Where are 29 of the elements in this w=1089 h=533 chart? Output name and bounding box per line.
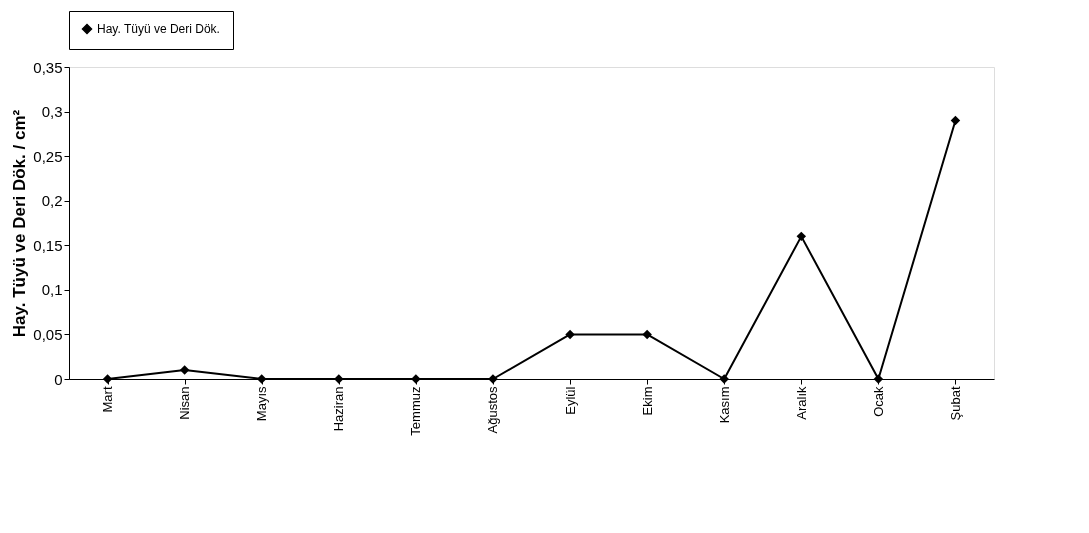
x-tick-label: Mayıs xyxy=(254,386,270,422)
y-tick-label: 0 xyxy=(54,370,63,388)
y-tick-label: 0,2 xyxy=(41,192,63,210)
point xyxy=(950,115,961,126)
point xyxy=(796,231,807,242)
point xyxy=(102,374,113,384)
x-tick-label: Ağustos xyxy=(485,386,501,434)
x-tick-label: Eylül xyxy=(562,386,578,415)
y-axis-title: Hay. Tüyü ve Deri Dök. / cm² xyxy=(10,109,30,338)
x-tick-label: Temmuz xyxy=(408,386,424,436)
y-tick-label: 0,35 xyxy=(33,58,63,76)
y-tick-label: 0,3 xyxy=(41,103,63,121)
point xyxy=(873,374,884,384)
legend-label: Hay. Tüyü ve Deri Dök. xyxy=(97,22,220,36)
y-tick-label: 0,25 xyxy=(33,147,63,165)
x-tick-label: Mart xyxy=(100,386,116,413)
y-tick-label: 0,15 xyxy=(33,236,63,254)
x-tick-label: Kasım xyxy=(716,386,732,424)
x-tick-label: Aralık xyxy=(793,386,809,420)
x-tick-label: Ocak xyxy=(870,386,886,417)
y-tick-label: 0,1 xyxy=(41,281,63,299)
x-tick-label: Ekim xyxy=(639,386,655,416)
point xyxy=(565,329,575,340)
point xyxy=(642,329,652,340)
x-tick-label: Şubat xyxy=(947,386,963,421)
y-tick-label: 0,05 xyxy=(33,325,63,343)
point xyxy=(179,365,190,375)
x-tick-label: Nisan xyxy=(177,386,193,420)
x-tick-label: Haziran xyxy=(331,386,347,432)
